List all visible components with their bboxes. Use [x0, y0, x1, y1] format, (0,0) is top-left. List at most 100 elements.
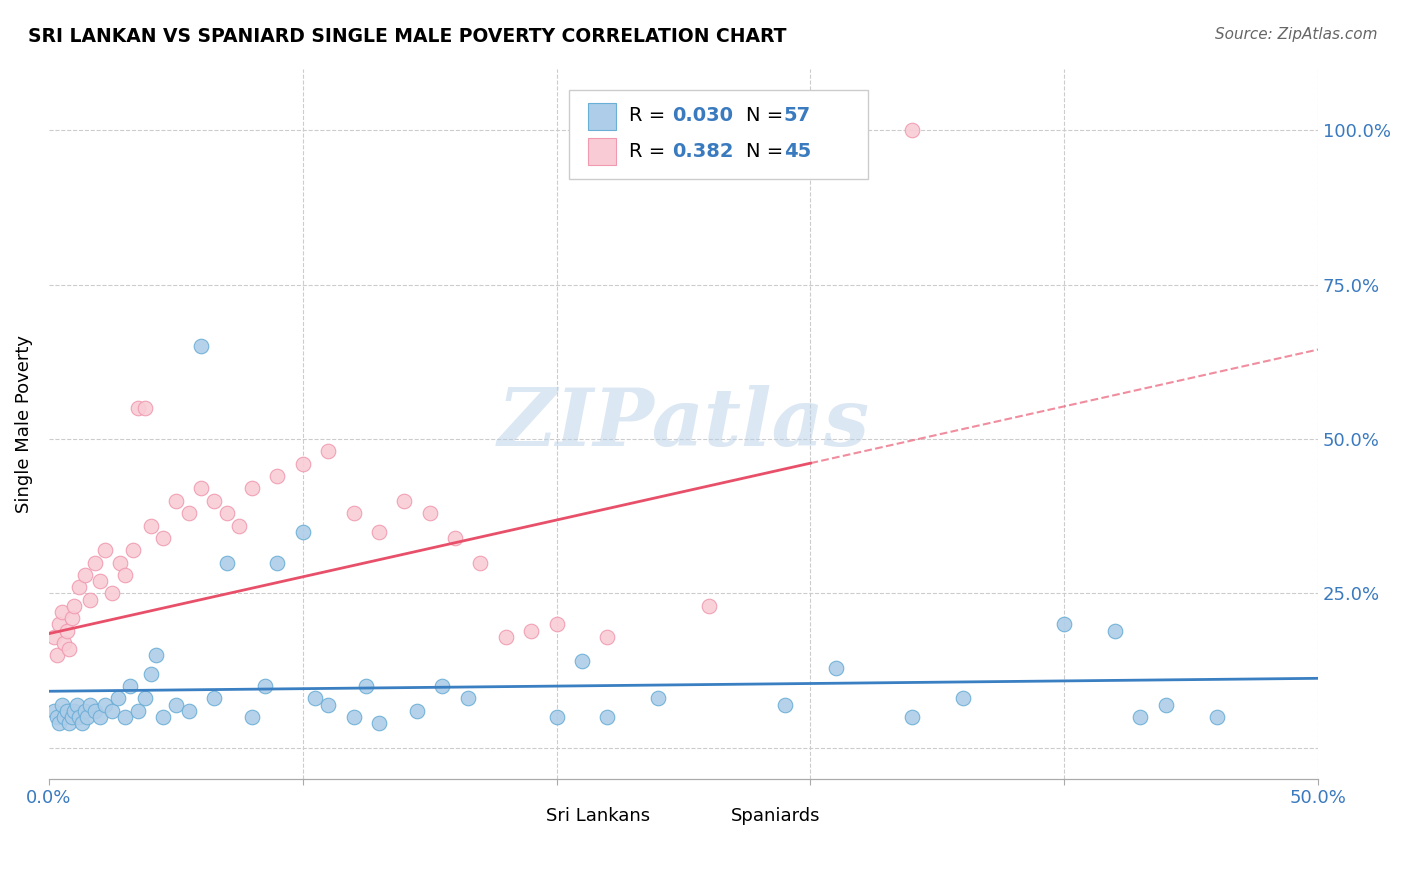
Text: R =: R =	[628, 142, 672, 161]
Point	[58, 642, 80, 657]
Point	[316, 444, 339, 458]
Point	[952, 691, 974, 706]
Point	[571, 655, 593, 669]
Point	[546, 710, 568, 724]
Point	[134, 401, 156, 416]
Text: 45: 45	[783, 142, 811, 161]
Point	[48, 617, 70, 632]
Point	[291, 524, 314, 539]
Point	[51, 698, 73, 712]
Text: 0.382: 0.382	[672, 142, 734, 161]
Text: SRI LANKAN VS SPANIARD SINGLE MALE POVERTY CORRELATION CHART: SRI LANKAN VS SPANIARD SINGLE MALE POVER…	[28, 27, 786, 45]
Point	[190, 482, 212, 496]
Text: N =: N =	[745, 142, 789, 161]
Text: Spaniards: Spaniards	[731, 806, 820, 825]
Point	[94, 543, 117, 558]
Point	[444, 531, 467, 545]
Point	[1205, 710, 1227, 724]
Point	[520, 624, 543, 638]
Point	[63, 704, 86, 718]
Point	[107, 691, 129, 706]
Text: 57: 57	[783, 106, 811, 125]
Point	[139, 518, 162, 533]
Point	[647, 691, 669, 706]
Point	[108, 556, 131, 570]
Point	[470, 556, 492, 570]
Point	[114, 710, 136, 724]
Point	[55, 704, 77, 718]
Point	[190, 339, 212, 353]
Point	[202, 691, 225, 706]
Point	[342, 710, 364, 724]
Point	[546, 617, 568, 632]
Text: Source: ZipAtlas.com: Source: ZipAtlas.com	[1215, 27, 1378, 42]
Point	[67, 580, 90, 594]
FancyBboxPatch shape	[506, 803, 534, 830]
Point	[76, 710, 98, 724]
Point	[1154, 698, 1177, 712]
Text: 0.030: 0.030	[672, 106, 733, 125]
FancyBboxPatch shape	[569, 90, 868, 178]
Point	[253, 679, 276, 693]
Point	[42, 630, 65, 644]
Point	[67, 710, 90, 724]
Text: R =: R =	[628, 106, 672, 125]
Point	[66, 698, 89, 712]
Point	[55, 624, 77, 638]
Text: ZIPatlas: ZIPatlas	[498, 384, 870, 462]
Point	[73, 704, 96, 718]
Point	[121, 543, 143, 558]
Point	[432, 679, 454, 693]
Point	[101, 704, 124, 718]
Point	[114, 568, 136, 582]
Point	[152, 531, 174, 545]
Point	[127, 401, 149, 416]
Point	[901, 123, 924, 137]
Y-axis label: Single Male Poverty: Single Male Poverty	[15, 334, 32, 513]
Point	[79, 592, 101, 607]
Point	[48, 716, 70, 731]
Point	[60, 710, 83, 724]
Point	[60, 611, 83, 625]
Point	[596, 710, 619, 724]
Point	[240, 710, 263, 724]
Point	[101, 586, 124, 600]
Point	[165, 698, 187, 712]
Point	[177, 506, 200, 520]
FancyBboxPatch shape	[588, 138, 616, 165]
Point	[45, 710, 67, 724]
Point	[215, 556, 238, 570]
Point	[45, 648, 67, 663]
Point	[53, 710, 76, 724]
Point	[356, 679, 378, 693]
Point	[596, 630, 619, 644]
Point	[291, 457, 314, 471]
Point	[51, 605, 73, 619]
Point	[824, 660, 846, 674]
Point	[134, 691, 156, 706]
Point	[368, 716, 391, 731]
Point	[79, 698, 101, 712]
Point	[152, 710, 174, 724]
Point	[901, 710, 924, 724]
Point	[342, 506, 364, 520]
Point	[202, 493, 225, 508]
Point	[368, 524, 391, 539]
Point	[127, 704, 149, 718]
Point	[304, 691, 326, 706]
Point	[406, 704, 429, 718]
Point	[139, 666, 162, 681]
Point	[394, 493, 416, 508]
Point	[89, 574, 111, 588]
Point	[42, 704, 65, 718]
Point	[697, 599, 720, 613]
Point	[773, 698, 796, 712]
Point	[495, 630, 517, 644]
Point	[63, 599, 86, 613]
Text: N =: N =	[745, 106, 789, 125]
Point	[266, 469, 288, 483]
Point	[316, 698, 339, 712]
Point	[89, 710, 111, 724]
Point	[228, 518, 250, 533]
FancyBboxPatch shape	[690, 803, 718, 830]
